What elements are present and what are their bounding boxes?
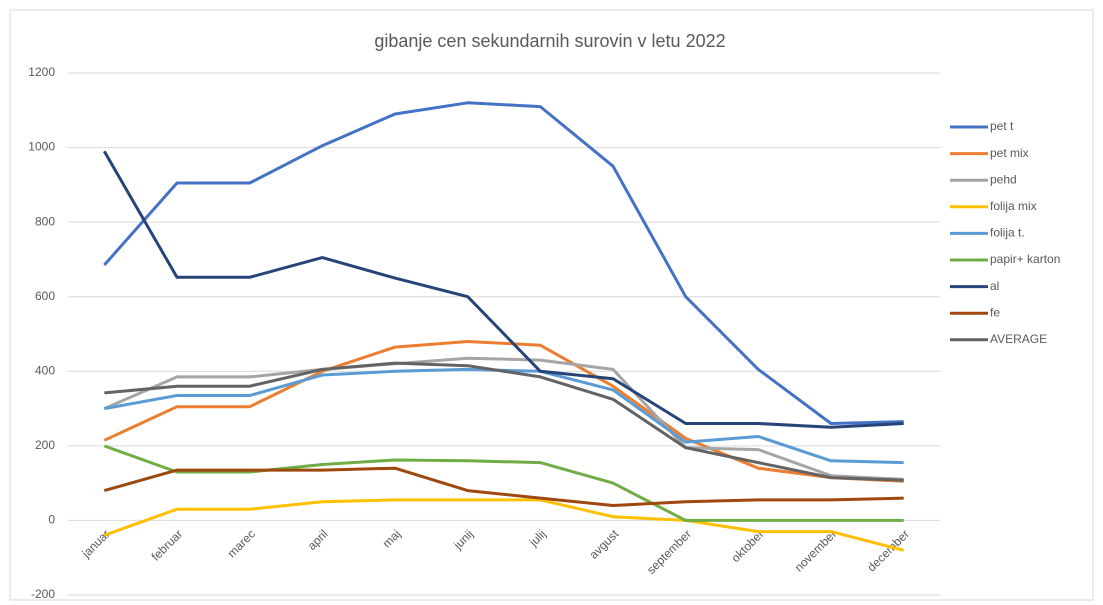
legend-label: pet t [990,119,1014,133]
series-line [103,444,904,522]
y-tick-label: 400 [35,363,55,377]
series-line [103,150,904,429]
series-line [104,361,904,482]
series-line [103,466,904,507]
y-tick-label: 0 [48,513,55,527]
series-line [103,340,904,483]
legend-label: folija mix [990,199,1037,213]
legend-label: fe [990,305,1000,319]
y-tick-label: -200 [31,587,55,601]
y-tick-label: 600 [35,289,55,303]
chart-title: gibanje cen sekundarnih surovin v letu 2… [374,31,725,51]
legend-label: folija t. [990,226,1025,240]
series-line [103,498,905,552]
y-tick-label: 1000 [28,140,55,154]
legend-label: al [990,279,999,293]
legend-label: pehd [990,172,1017,186]
legend-label: pet mix [990,146,1029,160]
y-tick-label: 200 [35,438,55,452]
series-line [103,101,904,425]
y-tick-label: 800 [35,214,55,228]
legend-label: AVERAGE [990,332,1047,346]
series-line [103,356,904,481]
legend-label: papir+ karton [990,252,1060,266]
y-tick-label: 1200 [28,65,55,79]
